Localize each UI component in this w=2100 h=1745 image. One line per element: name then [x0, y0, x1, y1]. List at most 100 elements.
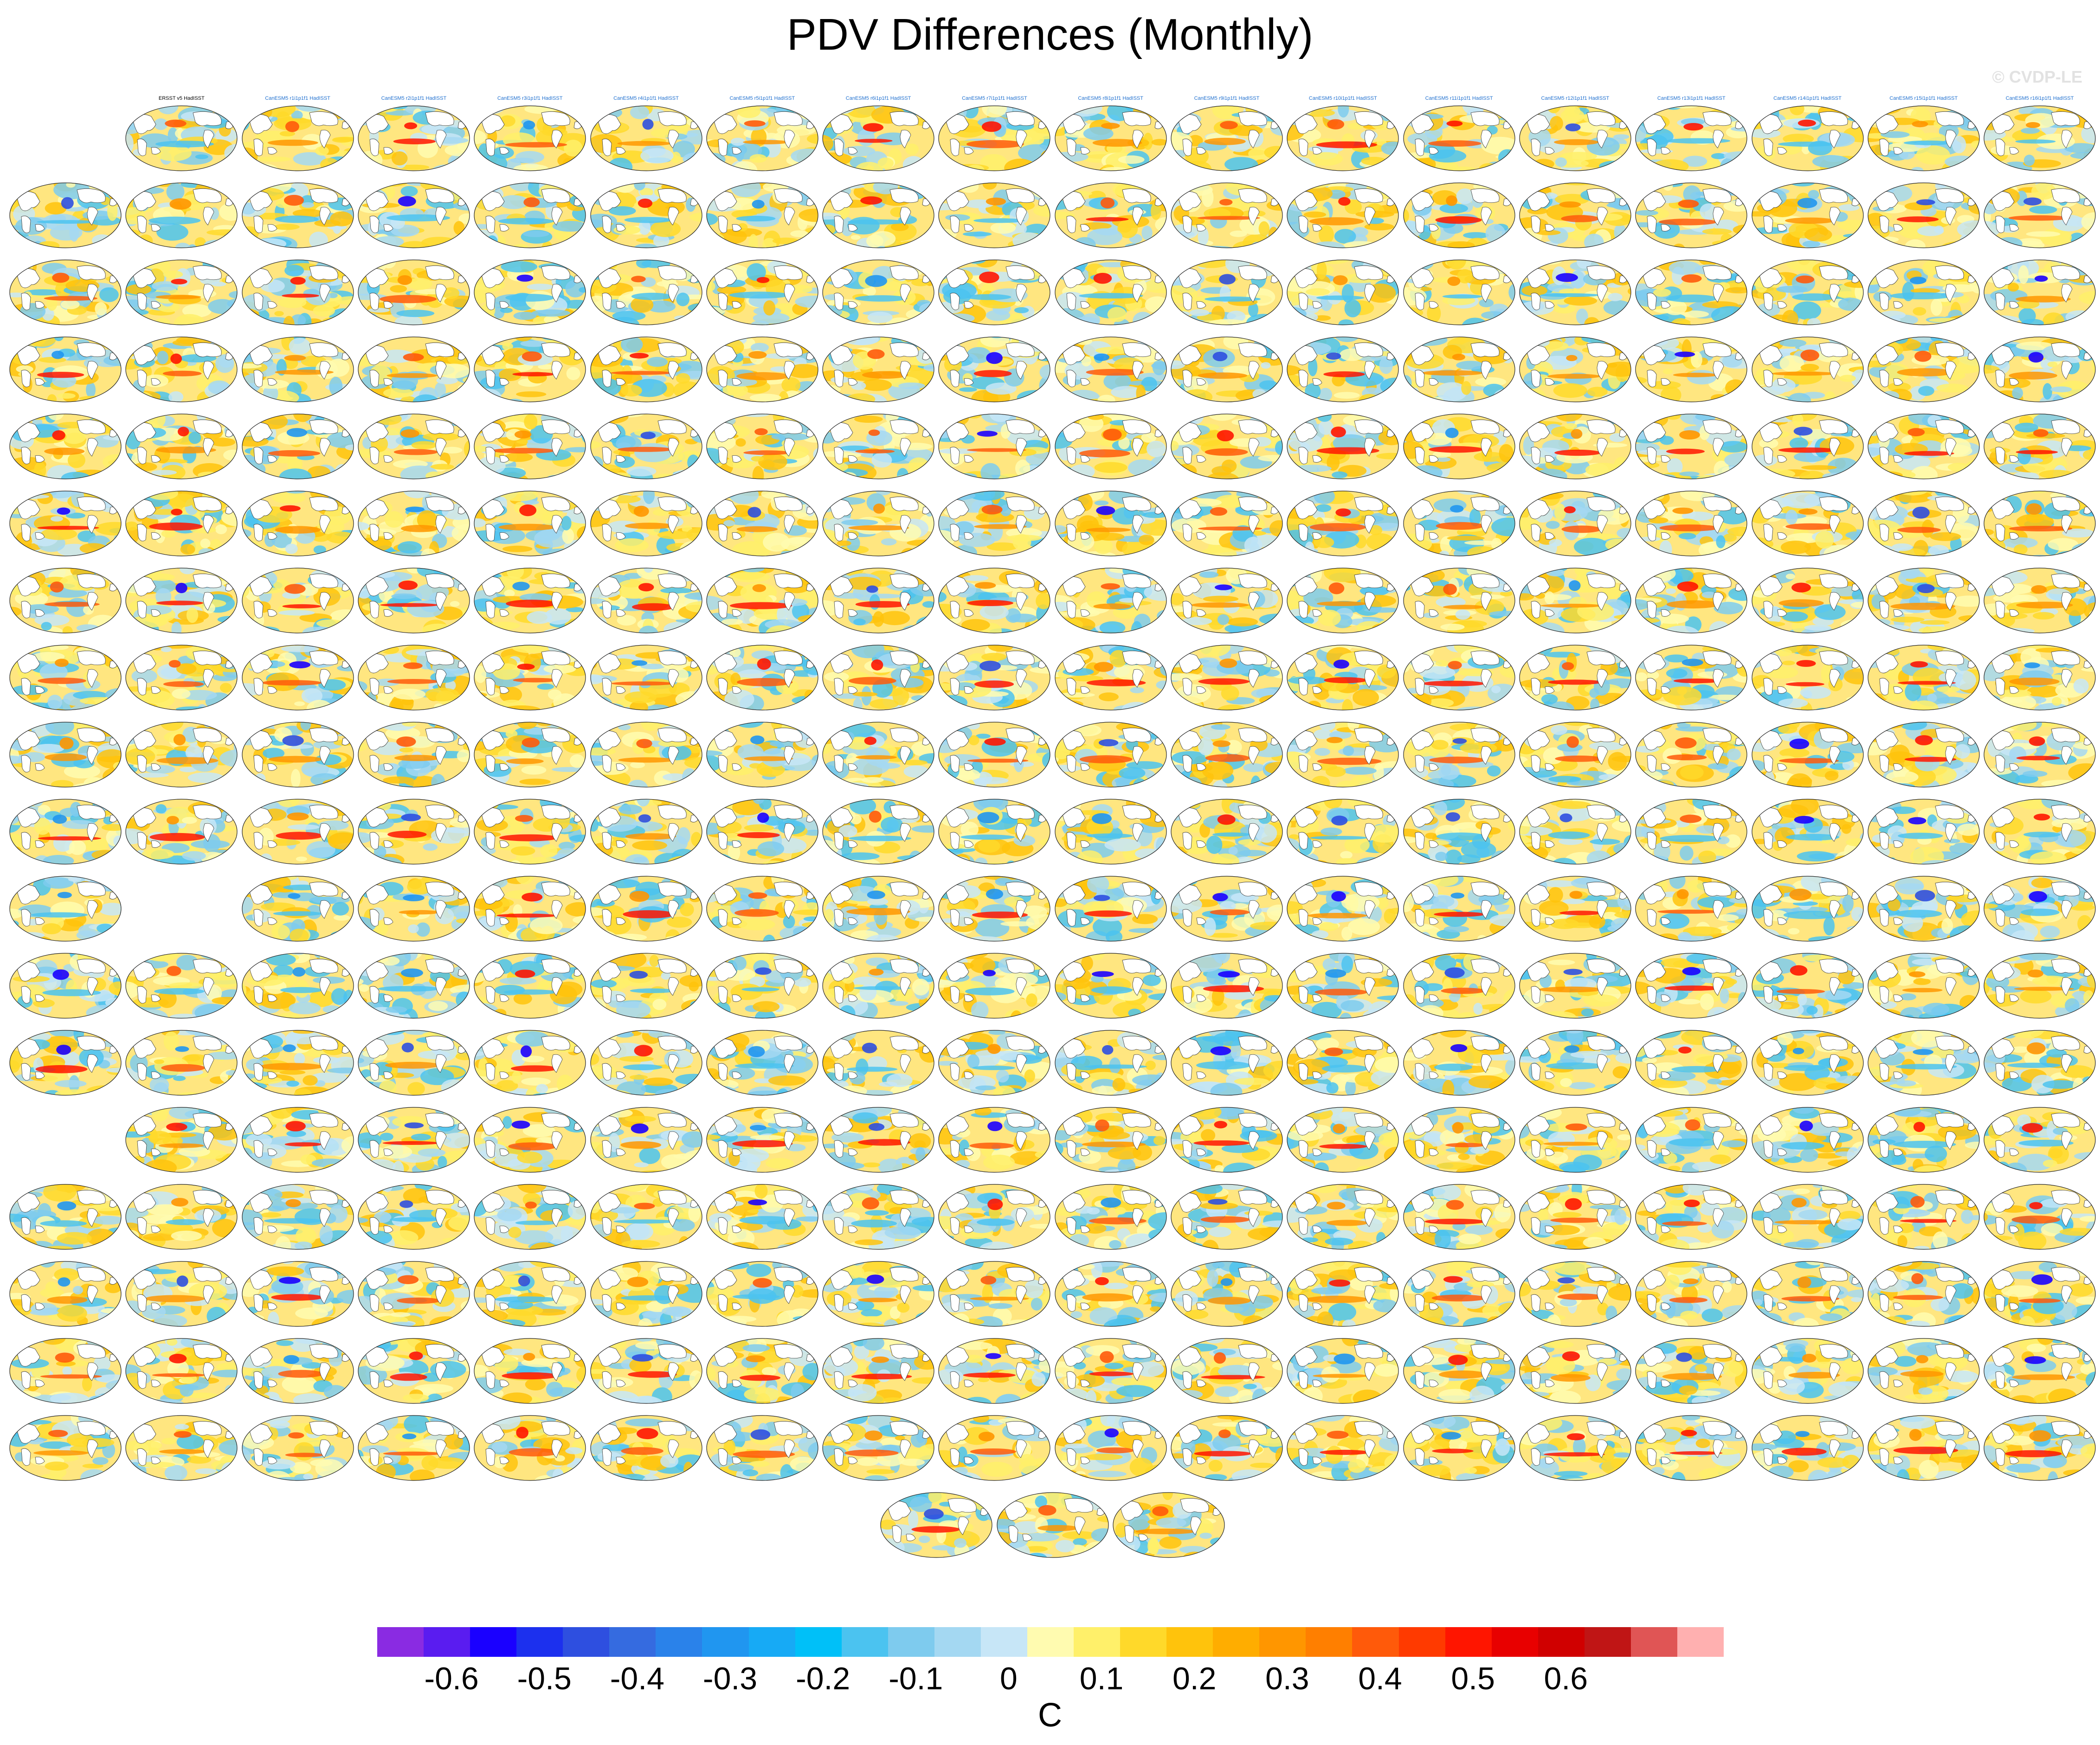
colorbar-tick-label: 0 — [1000, 1661, 1018, 1696]
map-panel-title — [123, 634, 239, 641]
map-panel-title — [1750, 557, 1866, 564]
sst-map — [474, 1184, 586, 1250]
map-panel — [1633, 943, 1749, 1021]
map-panel-title — [936, 711, 1052, 718]
sst-map — [706, 722, 818, 788]
sst-map — [1055, 491, 1167, 556]
sst-map — [474, 1030, 586, 1096]
sst-map — [822, 491, 934, 556]
sst-map — [1287, 953, 1399, 1019]
sst-map — [1751, 336, 1864, 402]
map-panel-title — [1633, 788, 1749, 795]
map-panel — [240, 480, 356, 558]
map-panel-title — [472, 866, 588, 872]
map-panel — [1982, 634, 2098, 712]
map-panel-title — [7, 788, 123, 795]
map-panel — [936, 1020, 1052, 1098]
map-panel — [704, 249, 820, 327]
sst-map — [1055, 876, 1167, 942]
map-panel-title — [1401, 1174, 1517, 1180]
sst-map — [938, 1107, 1050, 1173]
map-panel — [240, 866, 356, 944]
map-panel — [356, 788, 472, 866]
sst-map — [938, 799, 1050, 865]
map-panel — [704, 1174, 820, 1252]
sst-map — [358, 799, 470, 865]
map-panel-title — [588, 943, 704, 949]
sst-map — [1635, 105, 1747, 171]
sst-map — [1403, 105, 1515, 171]
sst-map — [1519, 1338, 1631, 1404]
map-panel-title — [240, 788, 356, 795]
map-panel-title — [1053, 403, 1169, 410]
sst-map — [1171, 259, 1283, 325]
sst-map — [1287, 182, 1399, 248]
map-panel-title — [1517, 1328, 1633, 1334]
map-panel — [1401, 480, 1517, 558]
map-panel — [7, 249, 123, 327]
map-panel — [1750, 1174, 1866, 1252]
sst-map — [1171, 1107, 1283, 1173]
map-panel — [7, 480, 123, 558]
map-panel-title — [1285, 1328, 1401, 1334]
map-panel — [472, 1328, 588, 1406]
sst-map — [996, 1492, 1109, 1558]
sst-map — [1055, 336, 1167, 402]
map-panel — [1866, 634, 1982, 712]
colorbar-tick-label: 0.5 — [1451, 1661, 1495, 1696]
map-panel-title — [1053, 866, 1169, 872]
map-panel-title — [1633, 866, 1749, 872]
sst-map — [1751, 1030, 1864, 1096]
map-panel — [1982, 788, 2098, 866]
map-panel-title — [820, 634, 936, 641]
map-panel-title — [123, 711, 239, 718]
sst-map — [1403, 876, 1515, 942]
colorbar-box — [609, 1627, 656, 1657]
colorbar-box — [1491, 1627, 1539, 1657]
sst-map — [1055, 1107, 1167, 1173]
sst-map — [241, 953, 354, 1019]
map-panel — [1053, 1405, 1169, 1483]
map-panel-title: CanESM5 r10i1p1f1 HadISST — [1308, 96, 1377, 101]
map-panel-title — [472, 943, 588, 949]
colorbar-box — [1352, 1627, 1399, 1657]
sst-map — [125, 722, 238, 788]
sst-map — [358, 568, 470, 633]
map-panel — [878, 1482, 994, 1560]
sst-map — [590, 1261, 702, 1327]
map-panel — [240, 1174, 356, 1252]
map-panel — [1982, 1020, 2098, 1098]
sst-map — [822, 1030, 934, 1096]
map-panel — [123, 1097, 239, 1175]
map-panel-title — [1517, 172, 1633, 179]
map-panel-title — [1285, 403, 1401, 410]
sst-map — [706, 105, 818, 171]
sst-map — [125, 182, 238, 248]
map-panel-title — [1053, 249, 1169, 256]
map-panel — [1750, 1328, 1866, 1406]
colorbar-box — [377, 1627, 424, 1657]
sst-map — [1403, 1107, 1515, 1173]
sst-map — [1984, 336, 2096, 402]
colorbar-box — [795, 1627, 842, 1657]
sst-map — [1868, 259, 1980, 325]
map-panel — [240, 326, 356, 404]
map-panel — [704, 1020, 820, 1098]
map-panel-title — [1285, 788, 1401, 795]
sst-map — [590, 1338, 702, 1404]
sst-map — [1287, 414, 1399, 479]
sst-map — [590, 876, 702, 942]
sst-map — [590, 336, 702, 402]
map-panel-title — [820, 788, 936, 795]
sst-map — [1171, 182, 1283, 248]
sst-map — [125, 953, 238, 1019]
sst-map — [1868, 414, 1980, 479]
sst-map — [706, 182, 818, 248]
map-panel — [240, 634, 356, 712]
sst-map — [822, 105, 934, 171]
sst-map — [880, 1492, 992, 1558]
map-panel: CanESM5 r6i1p1f1 HadISST — [820, 95, 936, 173]
map-panel-title — [240, 866, 356, 872]
sst-map — [358, 336, 470, 402]
sst-map — [1287, 491, 1399, 556]
